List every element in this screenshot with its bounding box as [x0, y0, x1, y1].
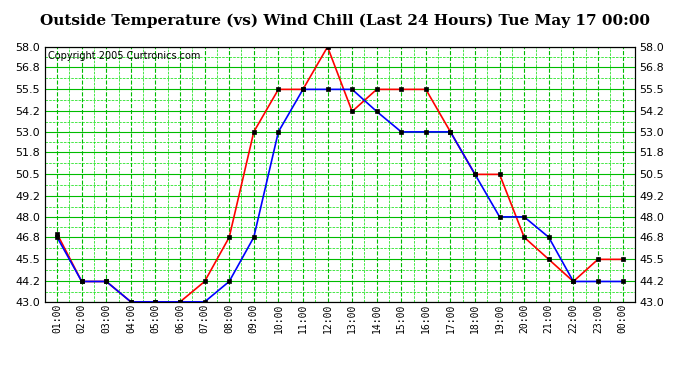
Text: Outside Temperature (vs) Wind Chill (Last 24 Hours) Tue May 17 00:00: Outside Temperature (vs) Wind Chill (Las…	[40, 13, 650, 27]
Text: Copyright 2005 Curtronics.com: Copyright 2005 Curtronics.com	[48, 51, 200, 61]
